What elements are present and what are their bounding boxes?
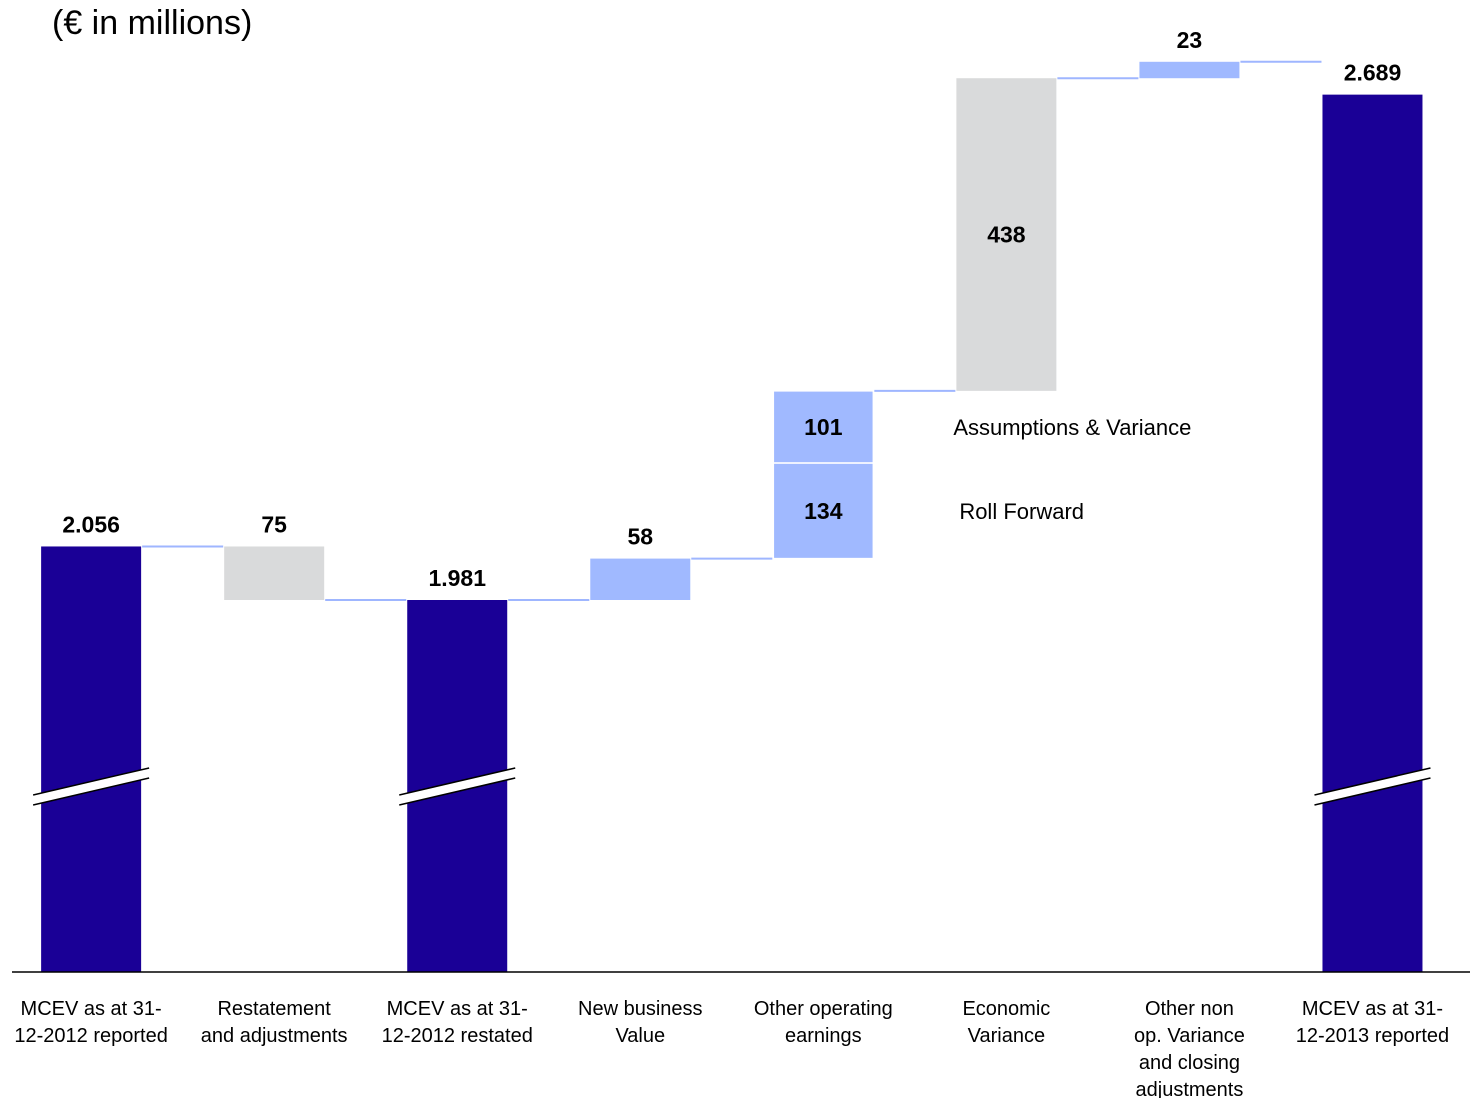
bar-value-label: 438 [987, 222, 1026, 248]
category-label: Variance [968, 1025, 1045, 1047]
category-label: and adjustments [201, 1025, 348, 1047]
category-label: New business [578, 998, 703, 1020]
segment-name-label: Assumptions & Variance [953, 415, 1191, 440]
bar-segment [772, 462, 875, 560]
bar [1139, 61, 1240, 79]
category-label: 12-2012 restated [382, 1025, 533, 1047]
category-label: Other non [1145, 998, 1234, 1020]
unit-label: (€ in millions) [52, 4, 253, 42]
category-label: Economic [962, 998, 1050, 1020]
category-label: Other operating [754, 998, 893, 1020]
segment-value-label: 101 [804, 414, 843, 440]
category-label: MCEV as at 31- [387, 998, 528, 1020]
bar [1322, 94, 1423, 973]
category-label: earnings [785, 1025, 862, 1047]
category-label: 12-2013 reported [1296, 1025, 1449, 1047]
category-label: 12-2012 reported [14, 1025, 167, 1047]
axis-break-line [32, 777, 150, 806]
axis-break-line [399, 767, 516, 796]
category-label: op. Variance [1134, 1025, 1245, 1047]
axis-breaks-layer [32, 767, 1431, 806]
bar-value-label: 1.981 [428, 565, 486, 591]
bar-value-label: 2.689 [1344, 60, 1402, 86]
axis-break-line [1314, 777, 1431, 806]
bars-layer [41, 61, 1423, 973]
axis-break-line [1314, 767, 1431, 796]
category-label: Restatement [217, 998, 331, 1020]
category-label: adjustments [1136, 1079, 1244, 1098]
category-label: MCEV as at 31- [1302, 998, 1443, 1020]
connectors-layer [142, 60, 1322, 601]
category-label: MCEV as at 31- [21, 998, 162, 1020]
bar-value-label: 23 [1177, 27, 1203, 53]
axis-break-line [399, 777, 516, 806]
bar-value-label: 2.056 [62, 511, 120, 537]
axis-break-gap [1314, 768, 1431, 805]
axis-break-gap [399, 768, 516, 805]
bar [590, 558, 691, 600]
axis-break-line [32, 767, 150, 796]
bar [224, 546, 325, 600]
category-label: Value [615, 1025, 665, 1047]
bar [956, 78, 1057, 391]
axis-break-gap [33, 768, 150, 805]
bar [41, 546, 142, 972]
bar-value-label: 58 [627, 524, 653, 550]
segment-value-label: 134 [804, 498, 843, 524]
bar-value-label: 75 [261, 511, 287, 537]
category-label: and closing [1139, 1052, 1240, 1074]
segment-name-label: Roll Forward [959, 499, 1084, 524]
value-labels-layer: 2.056 75 1.981 58 134 Roll Forward 101 Assumpti… [62, 27, 1401, 591]
category-labels-layer: MCEV as at 31- 12-2012 reported Restatemen… [14, 998, 1449, 1098]
bar-segment [772, 390, 875, 464]
